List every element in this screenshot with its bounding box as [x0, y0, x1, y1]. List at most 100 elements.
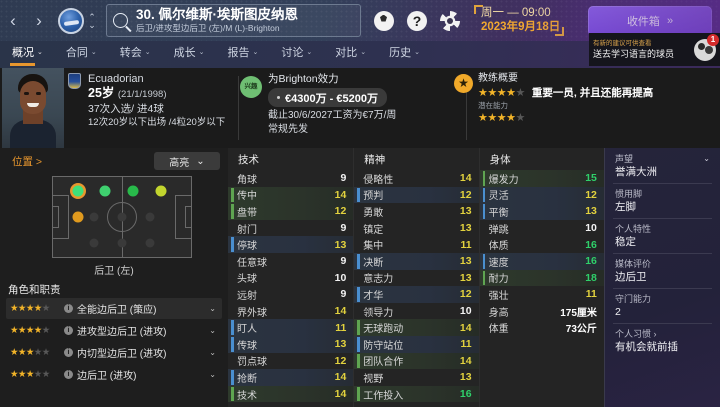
physical-rows: 爆发力 15 灵活 12 平衡 13 弹跳 10 体质 16 速度 16 耐力 18 强壮 11 身高 175厘米…: [479, 170, 604, 336]
search-icon: [113, 13, 128, 28]
role-stars: ★★★★★: [10, 303, 50, 314]
attribute-name: 视野: [363, 373, 384, 385]
inbox-label: 收件箱: [626, 15, 660, 28]
physical-column: 身体 爆发力 15 灵活 12 平衡 13 弹跳 10 体质 16 速度 16 耐力 18 强壮 11 身高 17…: [478, 148, 604, 407]
inbox-button[interactable]: 收件箱 »: [588, 5, 712, 36]
attribute-name: 防守站位: [363, 340, 404, 352]
back-arrow-icon[interactable]: ‹: [10, 10, 16, 30]
attribute-row: 意志力 13: [354, 270, 478, 287]
potential-label: 潜在能力: [478, 101, 508, 110]
market-value-pill: €4300万 - €5200万: [268, 88, 387, 107]
chevron-down-icon[interactable]: ⌄: [209, 304, 216, 313]
bio-birthdate: (21/1/1998): [117, 89, 167, 100]
club-crest-icon[interactable]: [58, 7, 84, 34]
tab-5[interactable]: 讨论 ⌄: [281, 44, 312, 66]
attribute-name: 平衡: [488, 207, 509, 219]
info-icon[interactable]: i: [64, 326, 73, 335]
info-icon[interactable]: i: [64, 304, 73, 313]
attribute-row: 身高 175厘米: [480, 303, 604, 320]
tab-1[interactable]: 合同 ⌄: [66, 44, 97, 66]
sidebar-value: 誉满大洲: [615, 166, 657, 178]
position-panel: 位置 > 高亮 ⌄ 后卫 (左) 角色和职责 ★★★★★ i 全能边后卫 (策应) ⌄…: [0, 148, 228, 407]
attribute-row: 灵活 12: [479, 186, 604, 204]
pitch-position-dot-1[interactable]: [99, 185, 111, 197]
divider: [238, 76, 239, 140]
attribute-row: 防守站位 11: [354, 335, 479, 353]
attribute-value: 12: [334, 205, 347, 218]
attribute-name: 意志力: [363, 274, 394, 286]
player-photo: [2, 68, 64, 148]
position-pitch[interactable]: [52, 176, 192, 258]
pitch-position-dot-4[interactable]: [72, 211, 84, 223]
role-row-3[interactable]: ★★★★★ i 边后卫 (进攻) ⌄: [6, 364, 222, 385]
stepper-down-icon[interactable]: ⌄: [88, 19, 96, 30]
forward-arrow-icon[interactable]: ›: [36, 10, 42, 30]
role-row-1[interactable]: ★★★★★ i 进攻型边后卫 (进攻) ⌄: [6, 320, 222, 341]
club-line: 为Brighton效力: [268, 73, 339, 85]
info-icon[interactable]: i: [64, 370, 73, 379]
physical-header: 身体: [489, 154, 511, 166]
attribute-name: 技术: [237, 390, 257, 402]
chevron-down-icon[interactable]: ⌄: [209, 326, 216, 335]
attribute-name: 耐力: [488, 274, 509, 286]
football-icon[interactable]: [374, 10, 394, 31]
tab-0[interactable]: 概况 ⌄: [10, 44, 43, 66]
tab-3[interactable]: 成长 ⌄: [174, 44, 205, 66]
info-icon[interactable]: i: [64, 348, 73, 357]
attribute-name: 界外球: [237, 307, 267, 319]
game-date: 周一 — 09:00 2023年9月18日: [474, 5, 565, 36]
chevron-down-icon[interactable]: ⌄: [703, 154, 710, 163]
attribute-row: 强壮 11: [480, 286, 604, 303]
pitch-position-dot-3[interactable]: [155, 185, 167, 197]
attribute-row: 任意球 9: [228, 253, 353, 270]
attribute-name: 身高: [488, 307, 509, 319]
attribute-value: 13: [459, 271, 472, 284]
stepper-up-icon[interactable]: ⌃: [88, 11, 96, 22]
attribute-name: 领导力: [363, 307, 394, 319]
tab-2[interactable]: 转会 ⌄: [120, 44, 151, 66]
role-row-0[interactable]: ★★★★★ i 全能边后卫 (策应) ⌄: [6, 298, 222, 319]
help-icon[interactable]: ?: [407, 10, 427, 31]
contract-info: 兴趣 为Brighton效力 €4300万 - €5200万 截止30/6/20…: [240, 72, 396, 137]
attribute-value: 12: [459, 288, 472, 301]
attribute-name: 远射: [237, 290, 257, 302]
attribute-value: 9: [340, 255, 347, 268]
attribute-name: 抢断: [237, 373, 257, 385]
player-stepper[interactable]: ⌃ ⌄: [84, 11, 100, 30]
attribute-value: 14: [459, 172, 472, 185]
chevron-down-icon[interactable]: ⌄: [209, 370, 216, 379]
tab-6[interactable]: 对比 ⌄: [335, 44, 366, 66]
position-label[interactable]: 位置 >: [12, 154, 42, 169]
attribute-row: 平衡 13: [479, 203, 604, 220]
chevron-down-icon[interactable]: ⌄: [209, 348, 216, 357]
tab-4[interactable]: 报告 ⌄: [228, 44, 259, 66]
market-value: €4300万 - €5200万: [285, 92, 378, 105]
search-input[interactable]: 30. 佩尔维斯·埃斯图皮纳恩 后卫/进攻型边后卫 (左)/M (L)-Brig…: [106, 4, 361, 37]
attribute-row: 罚点球 12: [228, 353, 353, 370]
role-name: 边后卫 (进攻): [77, 371, 137, 382]
attribute-name: 停球: [237, 241, 257, 253]
pitch-position-dot-2[interactable]: [127, 185, 139, 197]
attribute-row: 爆发力 15: [479, 170, 604, 187]
attribute-name: 无球跑动: [363, 324, 404, 336]
bio-age-value: 25岁: [88, 86, 115, 100]
attribute-value: 175厘米: [560, 307, 597, 319]
attribute-row: 传中 14: [228, 186, 354, 204]
attribute-name: 灵活: [488, 191, 509, 203]
attribute-row: 射门 9: [228, 220, 353, 237]
attribute-row: 工作投入 16: [354, 385, 479, 403]
role-row-2[interactable]: ★★★★★ i 内切型边后卫 (进攻) ⌄: [6, 342, 222, 363]
tab-7[interactable]: 历史 ⌄: [389, 44, 420, 66]
sidebar-section-5[interactable]: 个人习惯 › 有机会就前插: [604, 323, 720, 358]
attribute-row: 头球 10: [228, 270, 353, 287]
toast-title: 送去学习语言的球员: [593, 49, 675, 59]
highlight-dropdown[interactable]: 高亮 ⌄: [154, 152, 220, 170]
sidebar-section-0[interactable]: 声望 誉满大洲 ⌄: [604, 148, 720, 183]
notification-toast[interactable]: 有新的建议可供查看 送去学习语言的球员 1: [589, 33, 720, 66]
position-label-text: 位置: [12, 156, 33, 168]
attribute-name: 体质: [488, 241, 509, 253]
chevron-down-icon: ⌄: [37, 48, 43, 56]
settings-gear-icon[interactable]: [440, 10, 460, 31]
pitch-position-dot-0[interactable]: [72, 185, 84, 197]
player-bio: Ecuadorian 25岁 (21/1/1998) 37次入选/ 进4球 12…: [88, 72, 225, 130]
